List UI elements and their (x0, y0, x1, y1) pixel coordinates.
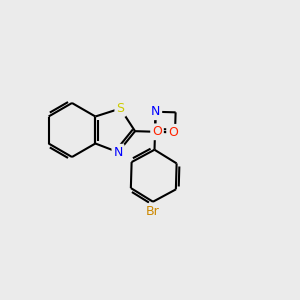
Text: O: O (168, 126, 178, 139)
Text: S: S (116, 102, 124, 115)
Text: N: N (113, 146, 123, 159)
Text: N: N (151, 105, 160, 118)
Text: O: O (152, 125, 162, 138)
Text: Br: Br (146, 205, 160, 218)
